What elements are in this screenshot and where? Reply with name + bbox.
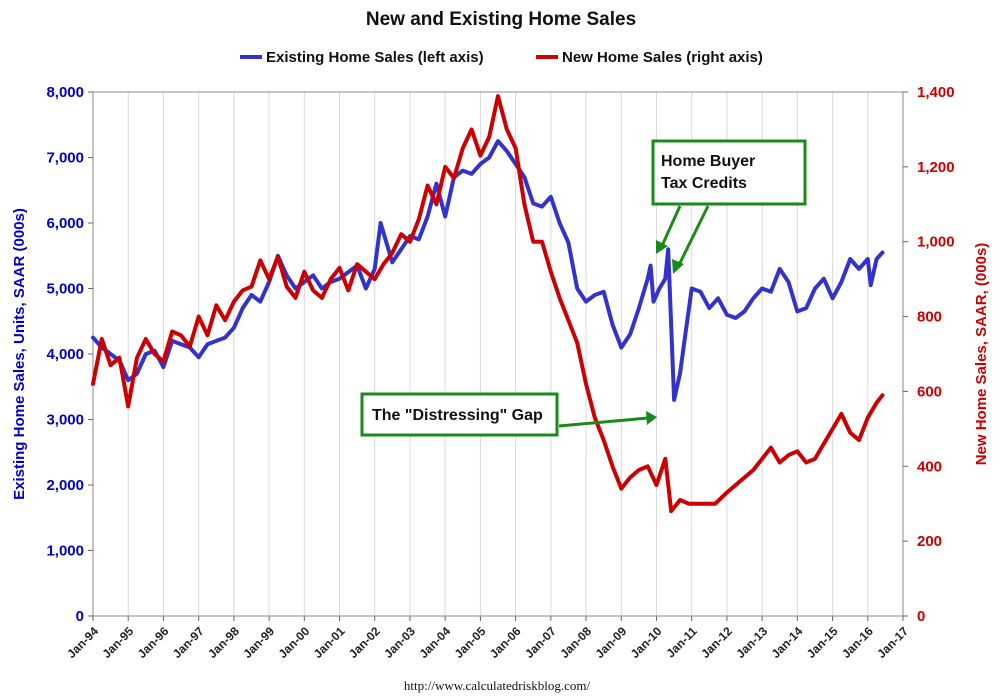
series-line-new-home-sales xyxy=(91,94,885,514)
y-right-axis-label: New Home Sales, SAAR, (000s) xyxy=(973,243,990,466)
x-tick-label: Jan-01 xyxy=(311,624,348,661)
x-tick-label: Jan-16 xyxy=(839,624,876,661)
annotation-tax-credits-line-1: Home Buyer xyxy=(661,153,755,170)
x-tick-label: Jan-10 xyxy=(628,624,665,661)
y-left-tick-label: 3,000 xyxy=(46,412,84,429)
series-line-existing-home-sales xyxy=(91,139,885,402)
x-tick-label: Jan-08 xyxy=(557,624,594,661)
annotation-tax-credits-arrow-1 xyxy=(659,205,682,249)
x-tick-label: Jan-14 xyxy=(769,624,806,661)
x-tick-label: Jan-09 xyxy=(593,624,630,661)
x-tick-label: Jan-05 xyxy=(452,624,489,661)
annotation-tax-credits-box xyxy=(651,139,807,206)
y-right-tick-label: 400 xyxy=(917,458,942,475)
x-tick-label: Jan-03 xyxy=(381,624,418,661)
annotation-tax-credits-line-2: Tax Credits xyxy=(661,175,747,192)
x-tick-label: Jan-99 xyxy=(240,624,277,661)
y-right-tick-label: 600 xyxy=(917,383,942,400)
source-credit: http://www.calculatedriskblog.com/ xyxy=(404,678,591,693)
y-left-tick-label: 5,000 xyxy=(46,281,84,298)
y-right-tick-label: 1,200 xyxy=(917,159,955,176)
x-tick-label: Jan-97 xyxy=(170,624,207,661)
chart-title: New and Existing Home Sales xyxy=(366,9,636,30)
series-layer xyxy=(91,94,885,514)
y-right-tick-label: 1,400 xyxy=(917,84,955,101)
annotation-tax-credits-arrowhead-1 xyxy=(656,240,668,254)
y-left-tick-label: 2,000 xyxy=(46,477,84,494)
x-tick-label: Jan-98 xyxy=(205,624,242,661)
annotation-tax-credits-arrow-2 xyxy=(676,205,710,268)
x-tick-label: Jan-15 xyxy=(804,624,841,661)
annotation-gap-text: The "Distressing" Gap xyxy=(372,407,543,424)
y-left-tick-label: 8,000 xyxy=(46,84,84,101)
y-right-tick-label: 1,000 xyxy=(917,234,955,251)
legend-label-new: New Home Sales (right axis) xyxy=(562,49,763,66)
annotation-tax-credits-text: Home Buyer Tax Credits xyxy=(661,153,760,192)
x-tick-label: Jan-02 xyxy=(346,624,383,661)
annotation-gap: The "Distressing" Gap xyxy=(360,392,657,437)
y-left-tick-label: 1,000 xyxy=(46,543,84,560)
y-left-tick-label: 4,000 xyxy=(46,346,84,363)
y-right-tick-label: 800 xyxy=(917,309,942,326)
annotation-tax-credits-arrowhead-2 xyxy=(672,259,684,274)
x-tick-label: Jan-17 xyxy=(874,624,911,661)
y-left-tick-label: 6,000 xyxy=(46,215,84,232)
x-tick-label: Jan-04 xyxy=(416,624,453,661)
annotation-gap-box xyxy=(360,392,559,437)
axis-layer: Jan-94Jan-95Jan-96Jan-97Jan-98Jan-99Jan-… xyxy=(46,84,954,661)
x-tick-label: Jan-13 xyxy=(733,624,770,661)
y-left-tick-label: 0 xyxy=(76,608,84,625)
y-left-tick-label: 7,000 xyxy=(46,150,84,167)
x-tick-label: Jan-11 xyxy=(663,624,700,661)
legend: Existing Home Sales (left axis) New Home… xyxy=(240,49,763,66)
x-tick-label: Jan-06 xyxy=(487,624,524,661)
x-tick-label: Jan-00 xyxy=(276,624,313,661)
x-tick-label: Jan-12 xyxy=(698,624,735,661)
y-left-axis-label: Existing Home Sales, Units, SAAR (000s) xyxy=(11,208,28,500)
x-tick-label: Jan-95 xyxy=(99,624,136,661)
grid-layer xyxy=(92,92,904,616)
annotation-tax-credits: Home Buyer Tax Credits xyxy=(651,139,807,274)
legend-label-existing: Existing Home Sales (left axis) xyxy=(266,49,484,66)
y-right-tick-label: 0 xyxy=(917,608,925,625)
x-tick-label: Jan-96 xyxy=(135,624,172,661)
annotation-gap-arrow xyxy=(558,416,649,428)
y-right-tick-label: 200 xyxy=(917,533,942,550)
x-tick-label: Jan-07 xyxy=(522,624,559,661)
x-tick-label: Jan-94 xyxy=(64,624,101,661)
annotation-gap-arrowhead xyxy=(646,411,657,425)
